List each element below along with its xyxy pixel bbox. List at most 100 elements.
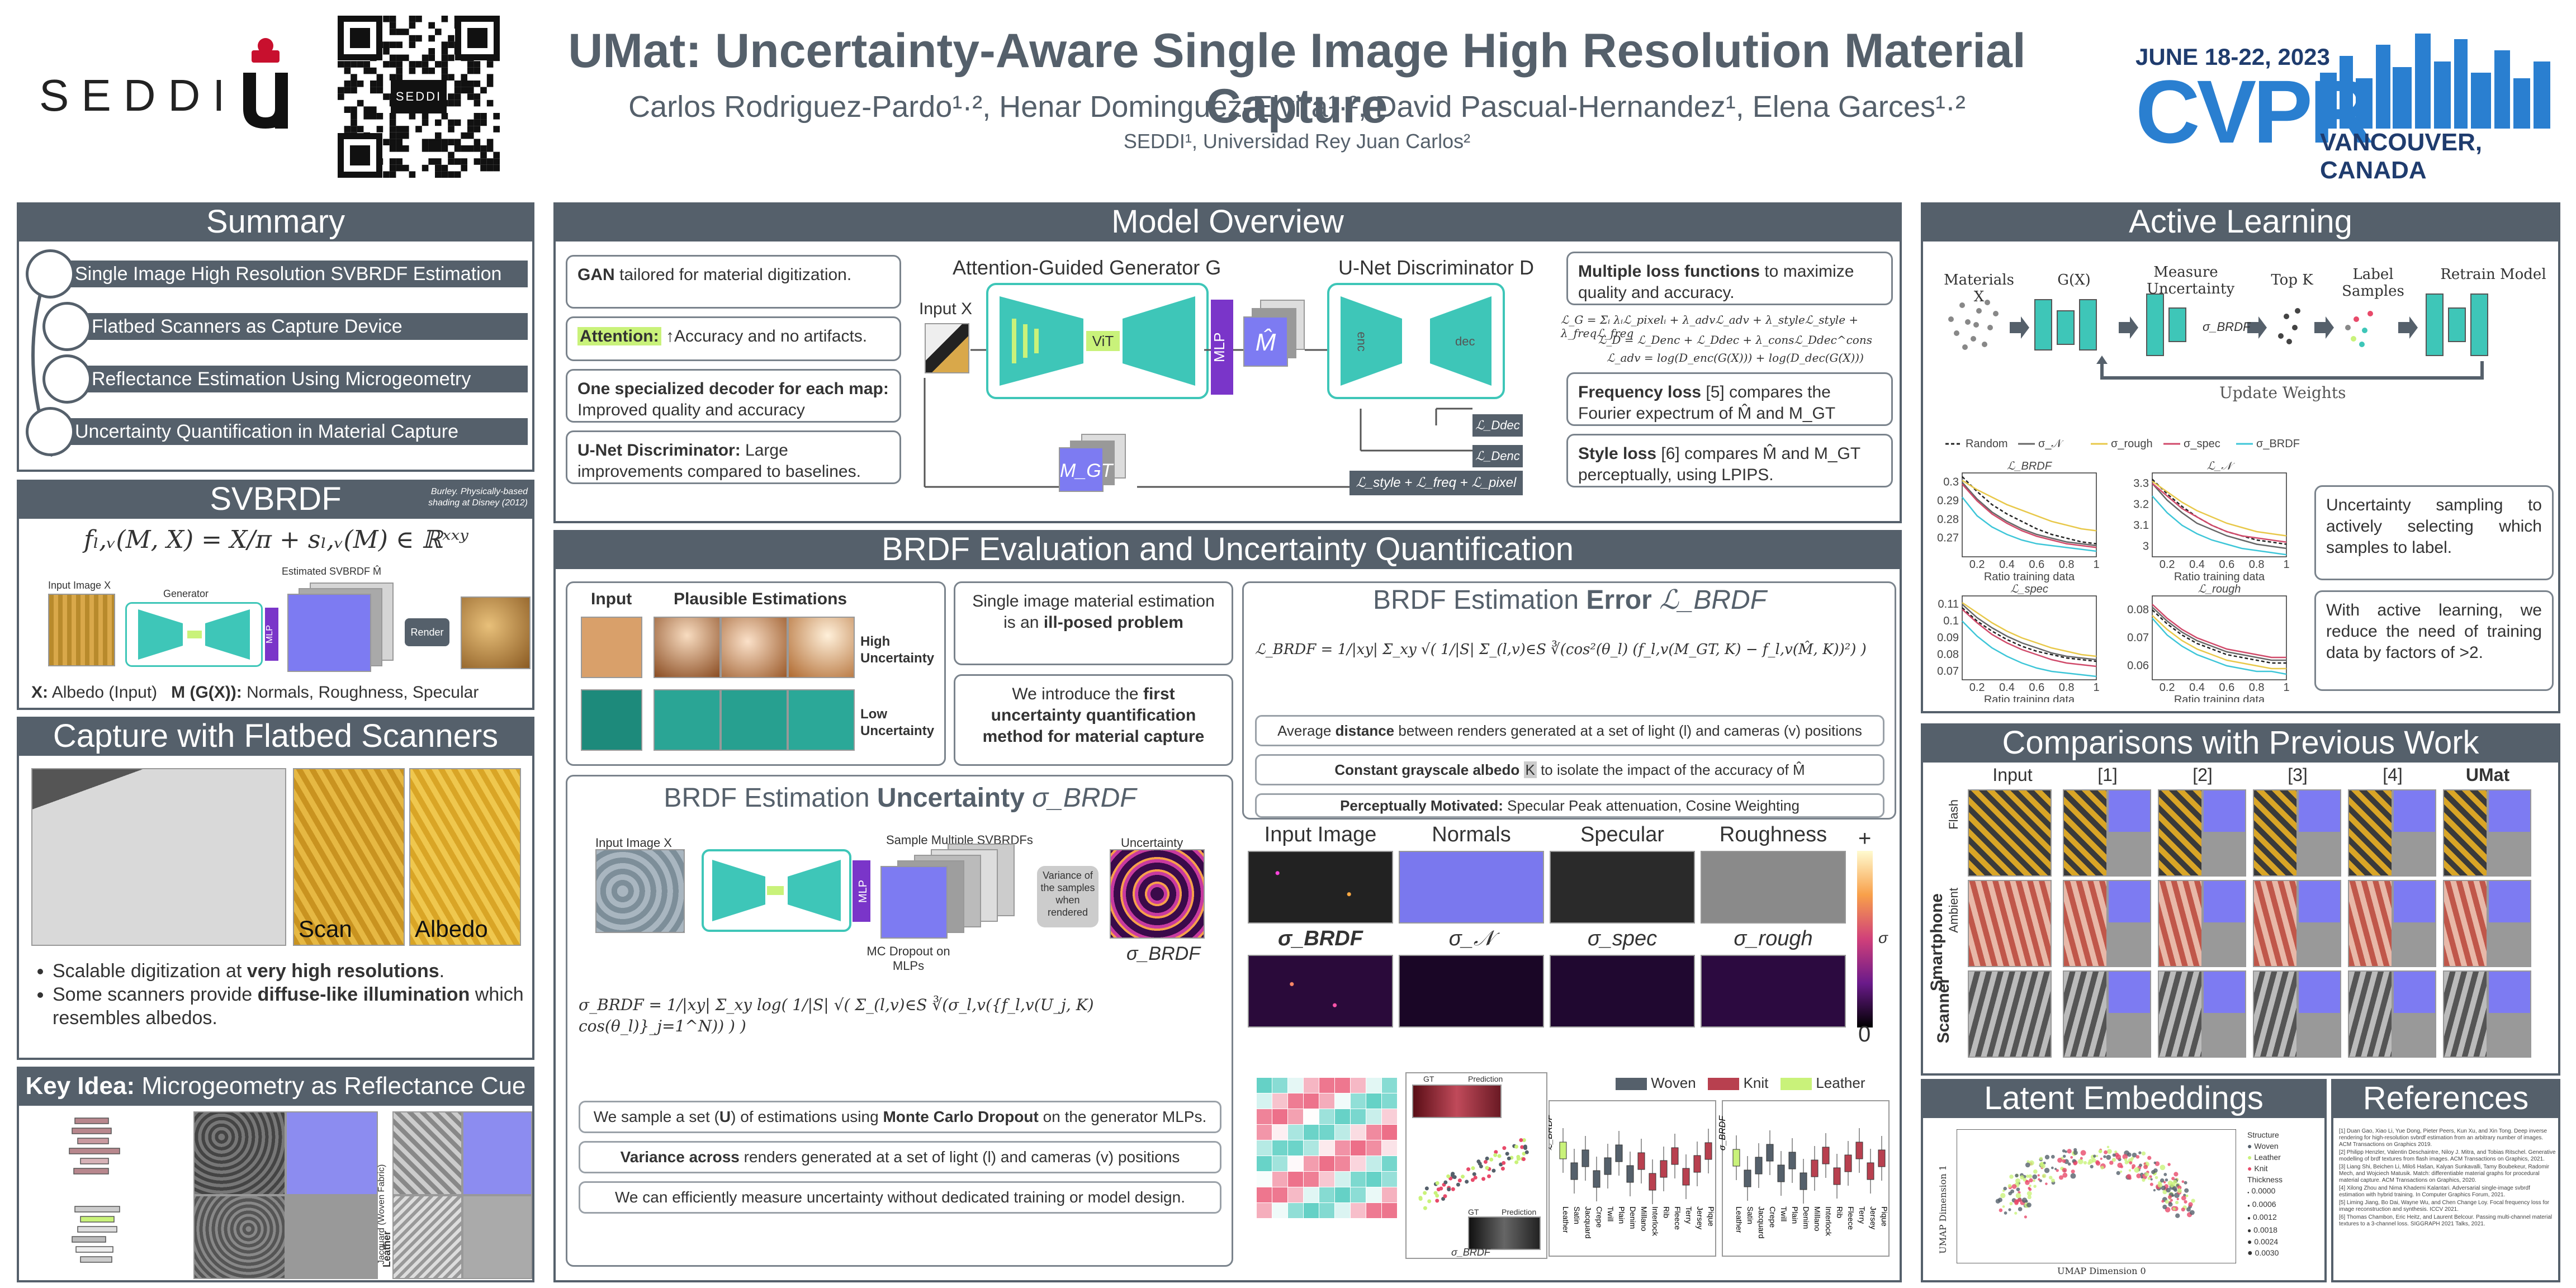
comparison-rough-tile	[2203, 924, 2246, 967]
summary-bullet-4	[26, 407, 75, 456]
latent-ylabel: UMAP Dimension 1	[1938, 1165, 1948, 1254]
summary-item-4: Uncertainty Quantification in Material C…	[58, 418, 528, 445]
box-category-label: Interlock	[1651, 1206, 1660, 1237]
comparison-normal-tile	[2488, 970, 2531, 1014]
corr-cell	[1272, 1172, 1287, 1187]
comparison-normal-tile	[2203, 880, 2246, 924]
comparison-tile	[2443, 880, 2488, 967]
box-category-label: Plain	[1617, 1206, 1626, 1224]
comparison-tile	[2348, 880, 2393, 967]
references-panel: References [1] Duan Gao, Xiao Li, Yue Do…	[2331, 1079, 2560, 1282]
map-label-input: Input Image	[1264, 823, 1377, 846]
latent-point	[2033, 1185, 2037, 1188]
comparison-tile	[2158, 880, 2203, 967]
conf-dates: JUNE 18-22, 2023	[2135, 44, 2330, 70]
x-tick-label: 0.6	[2029, 558, 2044, 571]
corr-cell	[1257, 1187, 1272, 1202]
box-category-label: Rib	[1662, 1206, 1671, 1218]
box-category-label: Millano	[1813, 1206, 1822, 1232]
scatter-point	[1435, 1199, 1439, 1203]
latent-point	[2095, 1160, 2100, 1164]
plausible-est-label: Plausible Estimations	[674, 590, 847, 608]
qr-code[interactable]: SEDDI	[333, 11, 504, 182]
boxplot-area: Woven Knit Leather Leather Satin Jacquard C…	[1549, 1072, 1896, 1257]
sigma-label-rough: σ_rough	[1734, 927, 1813, 950]
summary-bullet-1	[26, 249, 75, 299]
latent-point	[2184, 1200, 2187, 1204]
x-tick-label: 0.2	[1969, 558, 1985, 571]
box	[1867, 1162, 1874, 1180]
model-box-frequency: Frequency loss [5] compares the Fourier …	[1566, 372, 1893, 426]
latent-point	[2167, 1195, 2172, 1199]
corr-cell	[1335, 1156, 1350, 1171]
references-title: References	[2331, 1079, 2560, 1118]
series-line	[2152, 604, 2286, 659]
latent-point	[2160, 1178, 2165, 1183]
corr-cell	[1366, 1125, 1381, 1140]
scan-label: Scan	[299, 916, 352, 942]
chart-title: ℒ_rough	[2198, 583, 2241, 595]
corr-cell	[1257, 1093, 1272, 1109]
scanner-photo	[31, 768, 286, 946]
x-tick-label: 0.2	[2160, 681, 2175, 694]
unc-uncertainty-label: Uncertainty	[1121, 836, 1183, 850]
series-line	[1962, 604, 2097, 661]
y-tick-label: 3.2	[2133, 498, 2149, 510]
active-box-2: With active learning, we reduce the need…	[2314, 590, 2554, 691]
reference-item: [5] Liming Jiang, Bo Dai, Wayne Wu, and …	[2339, 1200, 2550, 1213]
latent-point	[2058, 1175, 2064, 1180]
corr-cell	[1319, 1187, 1334, 1202]
reference-item: [3] Liang Shi, Beichen Li, Miloš Hašan, …	[2339, 1164, 2550, 1183]
latent-point	[2115, 1154, 2122, 1160]
x-tick-label: 1	[2283, 681, 2289, 694]
latent-point	[2083, 1161, 2087, 1165]
latent-point	[2077, 1158, 2083, 1164]
input-x-image	[925, 323, 969, 373]
corr-cell	[1304, 1125, 1319, 1140]
y-tick-label: 3.3	[2133, 477, 2149, 490]
vit-block: ViT	[1086, 331, 1120, 351]
sigma-map-normals	[1399, 955, 1544, 1027]
box-ylabel-left: ℒ_BRDF	[1549, 1114, 1554, 1150]
latent-point	[2166, 1187, 2171, 1193]
comparison-normal-tile	[2393, 789, 2436, 833]
latent-point	[2029, 1178, 2033, 1183]
step-sigma: σ_BRDF	[2203, 320, 2251, 334]
scatter-point	[1500, 1167, 1505, 1171]
latent-point	[2111, 1158, 2116, 1162]
box	[1777, 1164, 1785, 1182]
latent-point	[2007, 1183, 2012, 1188]
latent-point	[2004, 1211, 2007, 1215]
latent-point	[2073, 1150, 2078, 1156]
y-tick-label: 0.3	[1943, 476, 1959, 489]
scatter-point	[1494, 1150, 1498, 1154]
latent-point	[2132, 1152, 2137, 1158]
reference-item: [1] Duan Gao, Xiao Li, Yue Dong, Pieter …	[2339, 1128, 2547, 1148]
box-category-label: Satin	[1746, 1206, 1755, 1224]
colorbar-sigma: σ	[1878, 929, 1888, 946]
latent-point	[2189, 1210, 2195, 1215]
svbrdf-caption: X: Albedo (Input) M (G(X)): Normals, Rou…	[31, 683, 479, 702]
latent-point	[2100, 1166, 2104, 1169]
input-x-label: Input X	[919, 300, 973, 318]
y-tick-label: 0.07	[2127, 632, 2149, 644]
row-label-scanner: Scanner	[1934, 977, 1953, 1044]
box-category-label: Fleece	[1846, 1206, 1855, 1230]
latent-point	[2018, 1207, 2023, 1211]
box	[1604, 1157, 1612, 1175]
latent-point	[2051, 1154, 2055, 1159]
sigma-label-spec: σ_spec	[1587, 927, 1658, 950]
corr-cell	[1351, 1156, 1366, 1171]
x-axis-label: Ratio training data	[2174, 694, 2265, 702]
x-axis-label: Ratio training data	[2174, 571, 2265, 583]
box-category-label: Plain	[1791, 1206, 1800, 1224]
latent-point	[2070, 1156, 2073, 1159]
legend-label: σ_𝒩	[2038, 438, 2063, 450]
corr-cell	[1382, 1093, 1397, 1109]
box	[1788, 1152, 1796, 1169]
latent-point	[2142, 1178, 2146, 1182]
latent-point	[2062, 1172, 2068, 1178]
generator-title: Attention-Guided Generator G	[953, 256, 1221, 279]
box	[1693, 1155, 1701, 1173]
latent-point	[2104, 1150, 2108, 1154]
